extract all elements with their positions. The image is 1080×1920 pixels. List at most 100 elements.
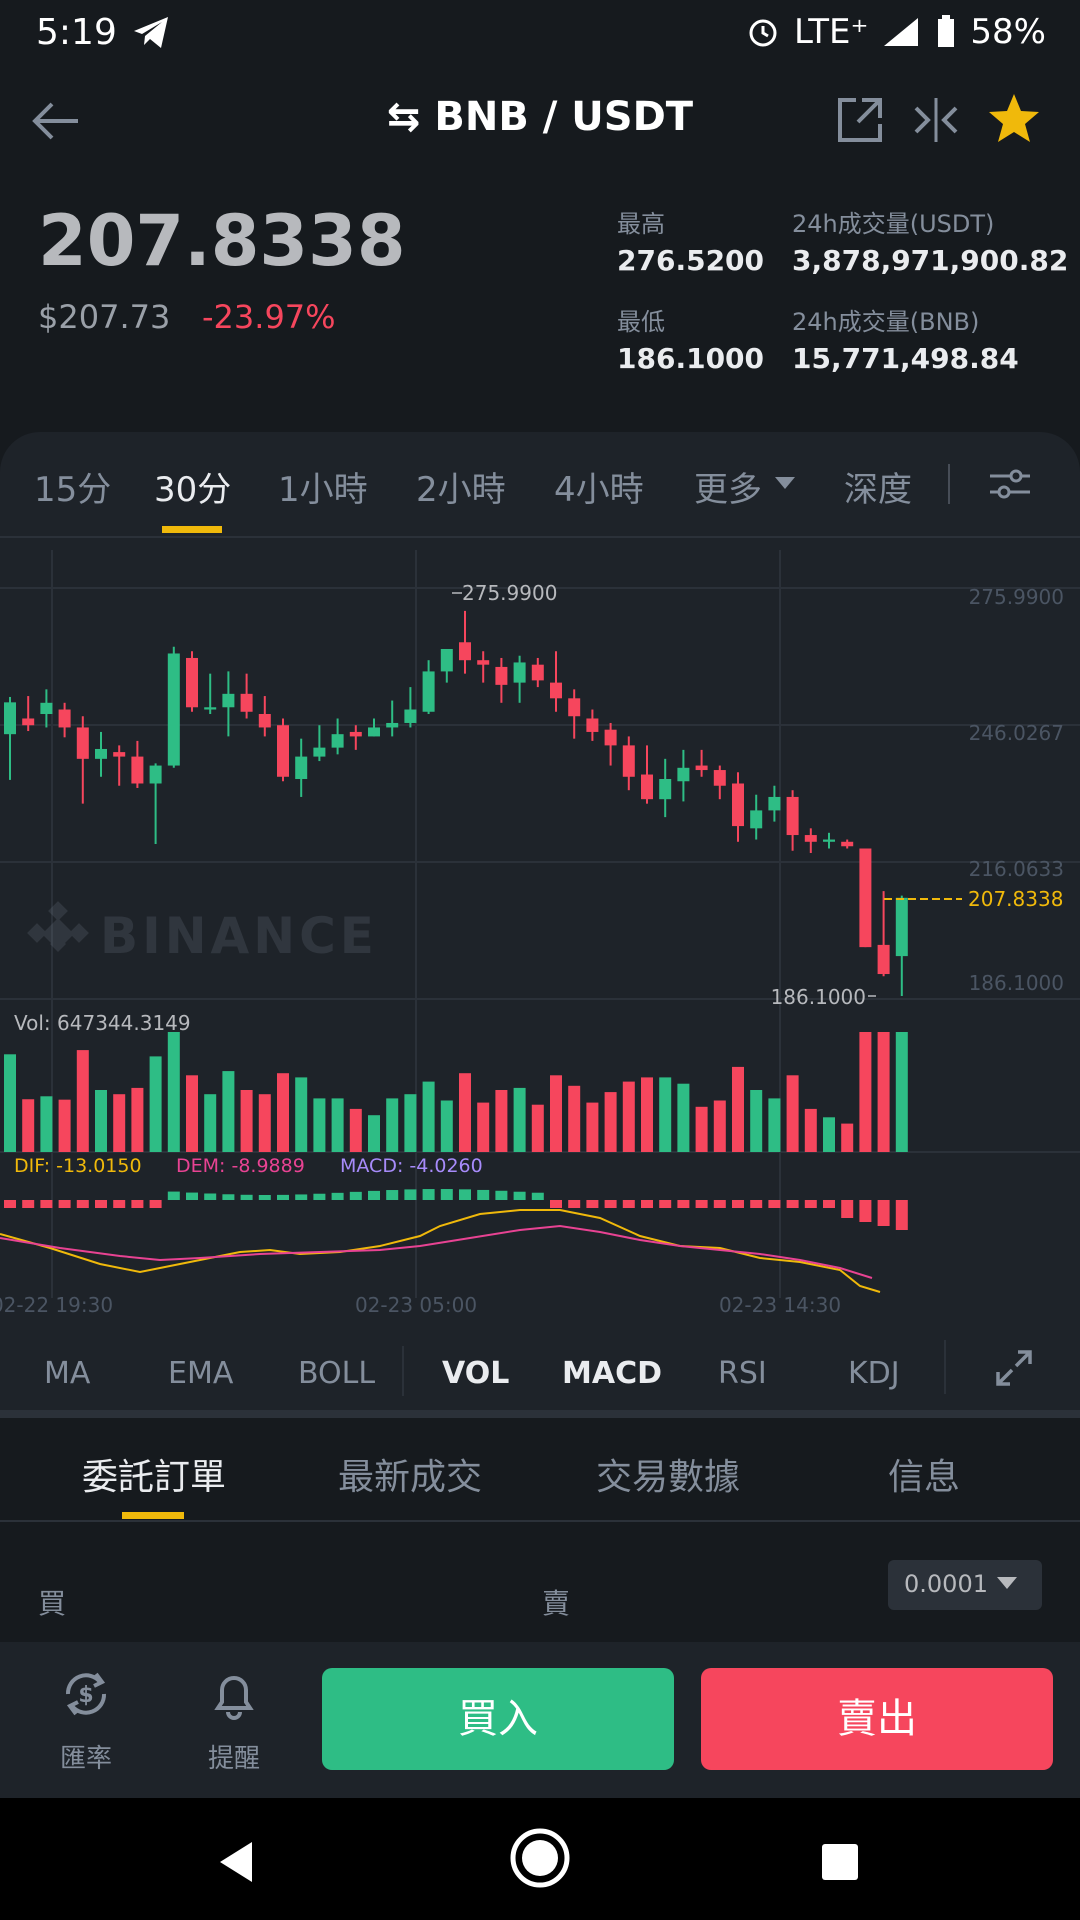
- macd-bar: [459, 1189, 471, 1200]
- volume-bar: [477, 1102, 490, 1152]
- candle-body: [641, 774, 653, 800]
- macd-bar: [713, 1200, 726, 1208]
- dif-label: DIF: -13.0150: [14, 1155, 142, 1177]
- share-icon[interactable]: [834, 94, 886, 146]
- precision-select[interactable]: 0.0001: [888, 1560, 1042, 1610]
- candle-body: [877, 944, 890, 975]
- macd-bar: [622, 1200, 635, 1208]
- volume-bar: [58, 1099, 71, 1152]
- volume-bnb-label: 24h成交量(BNB): [792, 308, 980, 336]
- bell-icon[interactable]: [206, 1666, 262, 1722]
- nav-home-icon[interactable]: [508, 1826, 572, 1890]
- depth-tab[interactable]: 深度: [844, 470, 912, 510]
- volume-bar: [331, 1098, 344, 1152]
- volume-bar: [823, 1117, 835, 1152]
- macd-bar: [368, 1190, 380, 1200]
- tab-info[interactable]: 信息: [888, 1457, 961, 1498]
- volume-bar: [222, 1071, 235, 1152]
- macd-bar: [131, 1200, 144, 1208]
- buy-button[interactable]: 買入: [322, 1668, 674, 1770]
- pair-title[interactable]: ⇆ BNB / USDT: [386, 94, 694, 140]
- macd-bar: [768, 1200, 781, 1208]
- tab-trade-data[interactable]: 交易數據: [596, 1457, 741, 1498]
- battery-level: 58%: [970, 12, 1046, 52]
- y-axis-tick: 186.1000: [969, 971, 1064, 995]
- tab-separator: [0, 1520, 1080, 1522]
- indicator-ma[interactable]: MA: [44, 1356, 91, 1391]
- candlestick-chart[interactable]: BINANCE 275.9900 246.0267 216.0633 186.1…: [0, 538, 1080, 1318]
- last-price: 207.8338: [38, 200, 406, 282]
- indicator-divider: [402, 1346, 404, 1396]
- macd-bar: [695, 1200, 708, 1208]
- fullscreen-icon[interactable]: [994, 1348, 1034, 1388]
- candle-body: [313, 747, 326, 757]
- indicator-boll[interactable]: BOLL: [298, 1356, 376, 1391]
- volume-bar: [568, 1085, 581, 1152]
- sell-column-label: 賣: [542, 1587, 571, 1620]
- battery-icon: [938, 15, 955, 47]
- indicator-vol[interactable]: VOL: [442, 1356, 510, 1391]
- macd-bar: [568, 1200, 581, 1208]
- volume-bar: [841, 1123, 854, 1152]
- volume-bar: [204, 1094, 217, 1152]
- macd-bar: [786, 1200, 799, 1208]
- nav-back-icon[interactable]: [216, 1840, 256, 1884]
- macd-bar: [4, 1200, 16, 1208]
- macd-bar: [204, 1193, 217, 1200]
- macd-bar: [295, 1194, 308, 1200]
- macd-bar: [604, 1200, 617, 1208]
- chart-grid: [0, 550, 1080, 1298]
- candle-body: [531, 664, 544, 681]
- volume-bar: [459, 1073, 471, 1152]
- compare-icon[interactable]: [910, 94, 962, 146]
- indicator-kdj[interactable]: KDJ: [848, 1356, 900, 1391]
- candle-body: [823, 839, 835, 842]
- interval-tab-more[interactable]: 更多: [694, 470, 762, 510]
- volume-bar: [113, 1094, 126, 1152]
- candle-body: [186, 657, 198, 708]
- back-arrow-icon[interactable]: [28, 96, 84, 146]
- candle-body: [495, 666, 508, 685]
- indicator-ema[interactable]: EMA: [168, 1356, 234, 1391]
- candle-body: [550, 682, 562, 699]
- high-value: 276.5200: [617, 244, 765, 277]
- interval-tab-1h[interactable]: 1小時: [278, 470, 368, 510]
- candle-body: [713, 770, 726, 786]
- macd-bar: [841, 1200, 854, 1218]
- interval-tab-30m[interactable]: 30分: [154, 470, 232, 510]
- candle-body: [568, 698, 581, 717]
- chart-settings-icon[interactable]: [988, 464, 1032, 504]
- price-change: -23.97%: [202, 298, 336, 336]
- exchange-rate-icon[interactable]: $: [58, 1666, 114, 1722]
- interval-tab-4h[interactable]: 4小時: [554, 470, 644, 510]
- macd-bar: [641, 1200, 653, 1208]
- tab-separator: [0, 536, 1080, 538]
- macd-bar: [313, 1193, 326, 1200]
- indicator-rsi[interactable]: RSI: [718, 1356, 767, 1391]
- candle-body: [459, 642, 471, 661]
- macd-histogram: [4, 1189, 908, 1230]
- macd-bar: [167, 1191, 180, 1200]
- volume-bar: [586, 1102, 599, 1152]
- macd-bar: [477, 1189, 490, 1200]
- volume-usdt-label: 24h成交量(USDT): [792, 210, 995, 238]
- interval-tab-15m[interactable]: 15分: [34, 470, 112, 510]
- indicator-macd[interactable]: MACD: [562, 1356, 662, 1391]
- dem-label: DEM: -8.9889: [176, 1155, 305, 1177]
- candle-body: [859, 848, 872, 948]
- volume-bar: [349, 1108, 362, 1152]
- candle-body: [331, 734, 344, 748]
- macd-bar: [277, 1194, 289, 1200]
- exchange-rate-label: 匯率: [60, 1744, 113, 1774]
- volume-bar: [531, 1104, 544, 1152]
- caret-down-icon[interactable]: [774, 476, 796, 490]
- tab-order-book[interactable]: 委託訂單: [82, 1457, 227, 1498]
- sell-button[interactable]: 賣出: [701, 1668, 1053, 1770]
- candle-body: [386, 722, 399, 728]
- tab-latest-trades[interactable]: 最新成交: [338, 1457, 483, 1498]
- star-icon[interactable]: [986, 92, 1042, 146]
- interval-tab-2h[interactable]: 2小時: [416, 470, 506, 510]
- volume-bar: [258, 1094, 271, 1152]
- status-right: LTE⁺ 58%: [746, 12, 1046, 52]
- nav-recents-icon[interactable]: [820, 1842, 860, 1882]
